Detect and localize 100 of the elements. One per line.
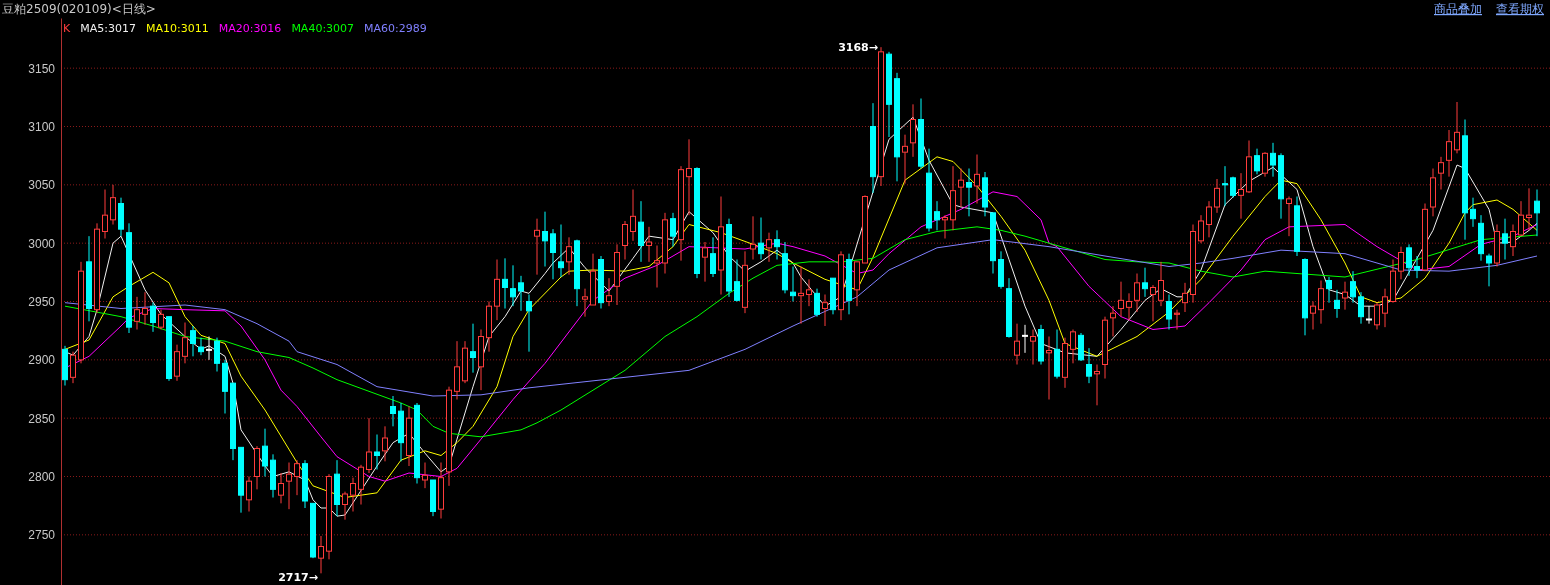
candlestick xyxy=(182,322,188,364)
candlestick xyxy=(374,434,380,470)
candlestick xyxy=(262,428,268,477)
y-tick-label: 2850 xyxy=(28,411,56,426)
candlestick xyxy=(1142,267,1148,298)
candlestick xyxy=(1406,243,1412,277)
candlestick xyxy=(1070,329,1076,364)
candlestick xyxy=(1094,364,1100,406)
candlestick xyxy=(798,266,804,325)
candlestick xyxy=(750,215,756,260)
candlestick xyxy=(214,337,220,372)
candlestick xyxy=(1166,294,1172,330)
candlestick xyxy=(198,337,204,356)
candlestick xyxy=(110,184,116,225)
candlestick xyxy=(702,241,708,283)
candlestick xyxy=(1254,148,1260,175)
candlestick xyxy=(1150,284,1156,322)
candlestick xyxy=(654,245,660,288)
candlestick xyxy=(510,264,516,307)
candlestick xyxy=(350,477,356,512)
candlestick xyxy=(502,257,508,309)
candlestick xyxy=(1086,347,1092,384)
candlestick xyxy=(1438,156,1444,190)
candlestick xyxy=(1446,129,1452,178)
candlestick xyxy=(142,291,148,326)
candlestick xyxy=(1398,246,1404,280)
y-tick-label: 3150 xyxy=(28,61,56,76)
candlestick xyxy=(1126,292,1132,321)
candlestick xyxy=(1222,165,1228,207)
candlestick xyxy=(1238,172,1244,220)
candlestick xyxy=(1198,214,1204,244)
candlestick xyxy=(1270,142,1276,178)
candlestick xyxy=(1486,253,1492,287)
candlestick xyxy=(934,200,940,231)
candlestick xyxy=(1014,323,1020,365)
candlestick xyxy=(158,309,164,330)
candlestick xyxy=(70,351,76,384)
candlestick xyxy=(774,229,780,260)
candlestick xyxy=(1262,151,1268,178)
candlestick xyxy=(150,302,156,333)
candlestick xyxy=(1366,305,1372,325)
candlestick xyxy=(966,168,972,217)
candlestick xyxy=(566,236,572,276)
candlestick xyxy=(1510,224,1516,257)
candlestick xyxy=(470,323,476,374)
candlestick xyxy=(1526,187,1532,231)
candlestick xyxy=(190,325,196,357)
candlestick xyxy=(790,266,796,302)
candlestick xyxy=(582,288,588,318)
candlestick xyxy=(958,168,964,208)
candlestick xyxy=(342,491,348,521)
candlestick xyxy=(1214,178,1220,214)
candlestick xyxy=(1182,282,1188,313)
candlestick xyxy=(734,259,740,302)
candlestick xyxy=(390,395,396,427)
candlestick xyxy=(358,464,364,505)
candlestick xyxy=(1046,336,1052,400)
candlestick xyxy=(1326,276,1332,304)
y-tick-label: 3000 xyxy=(28,236,56,251)
candlestick xyxy=(1286,196,1292,237)
candlestick xyxy=(686,138,692,216)
text: MA10:3011 xyxy=(145,22,209,35)
y-tick-label: 2800 xyxy=(28,469,56,484)
candlestick xyxy=(366,417,372,474)
candlestick xyxy=(1318,280,1324,325)
candlestick xyxy=(942,214,948,239)
y-tick-label: 2950 xyxy=(28,294,56,309)
annotation: 2717→ xyxy=(278,571,318,585)
candlestick xyxy=(622,220,628,260)
candlestick xyxy=(382,425,388,462)
candlestick xyxy=(758,217,764,260)
candlestick xyxy=(670,212,676,248)
candlestick xyxy=(1118,281,1124,318)
candlestick xyxy=(974,154,980,204)
y-tick-label: 2900 xyxy=(28,353,56,368)
line-series xyxy=(64,226,1538,438)
line-series xyxy=(64,239,1538,397)
candlestick xyxy=(134,296,140,330)
candlestick xyxy=(1414,255,1420,279)
candlestick xyxy=(102,189,108,239)
candlestick xyxy=(630,189,636,242)
candlestick xyxy=(902,134,908,185)
candlestick xyxy=(318,535,324,574)
candlestick xyxy=(1158,261,1164,307)
candlestick xyxy=(606,277,612,307)
candlestick xyxy=(1502,218,1508,260)
candlestick xyxy=(1350,270,1356,304)
candlestick xyxy=(286,462,292,510)
candlestick xyxy=(246,476,252,512)
candlestick xyxy=(206,336,212,361)
candlestick xyxy=(550,228,556,280)
text: K xyxy=(63,22,71,35)
text: MA20:3016 xyxy=(218,22,282,35)
candlestick xyxy=(1534,189,1540,237)
candlestick xyxy=(558,224,564,278)
candlestick xyxy=(710,236,716,278)
candlestick xyxy=(814,288,820,318)
candlestick xyxy=(518,275,524,312)
candlestick xyxy=(822,294,828,327)
candlestick xyxy=(294,459,300,496)
